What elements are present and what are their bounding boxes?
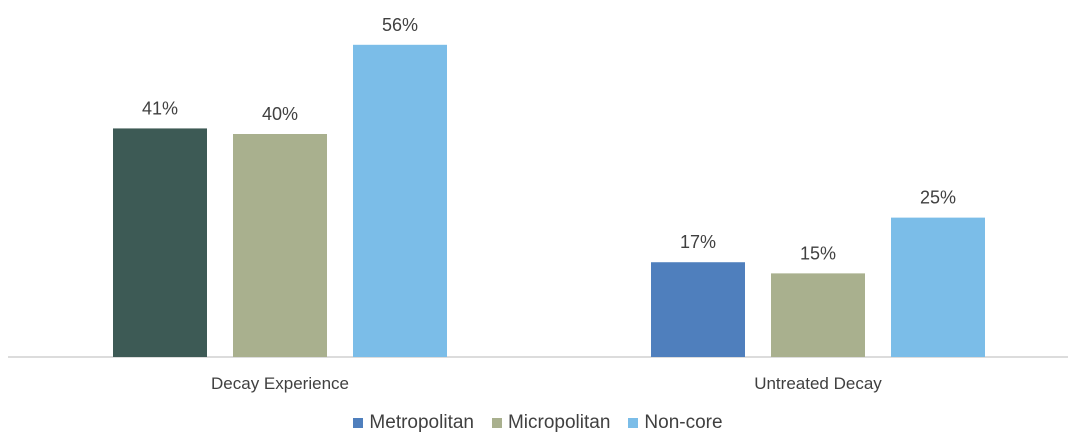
bar-decay-experience-non-core: [353, 44, 447, 358]
legend-swatch-micropolitan: [491, 418, 502, 428]
bar-untreated-decay-metropolitan: [651, 262, 745, 357]
bar-untreated-decay-non-core: [891, 217, 985, 357]
legend-item-non-core: Non-core: [628, 412, 723, 434]
legend-swatch-metropolitan: [353, 418, 364, 428]
data-label-untreated-decay-micropolitan: 15%: [800, 243, 836, 263]
legend: Metropolitan Micropolitan Non-core: [0, 412, 1076, 434]
legend-swatch-non-core: [628, 418, 639, 428]
data-label-untreated-decay-metropolitan: 17%: [680, 232, 716, 252]
category-label-decay-experience: Decay Experience: [211, 374, 349, 393]
bar-untreated-decay-micropolitan: [771, 273, 865, 357]
data-label-decay-experience-non-core: 56%: [382, 15, 418, 35]
category-label-untreated-decay: Untreated Decay: [754, 374, 882, 393]
legend-item-metropolitan: Metropolitan: [353, 412, 474, 434]
data-label-decay-experience-metropolitan: 41%: [142, 98, 178, 118]
bar-decay-experience-micropolitan: [233, 134, 327, 357]
legend-item-micropolitan: Micropolitan: [491, 412, 611, 434]
legend-label-non-core: Non-core: [644, 412, 723, 433]
legend-label-metropolitan: Metropolitan: [369, 412, 474, 433]
legend-label-micropolitan: Micropolitan: [507, 412, 611, 433]
bar-chart: 41% 40% 56% Decay Experience 17% 15% 25% Untrea…: [8, 15, 1068, 393]
data-label-untreated-decay-non-core: 25%: [920, 188, 956, 208]
bar-decay-experience-metropolitan: [113, 128, 207, 357]
data-label-decay-experience-micropolitan: 40%: [262, 104, 298, 124]
